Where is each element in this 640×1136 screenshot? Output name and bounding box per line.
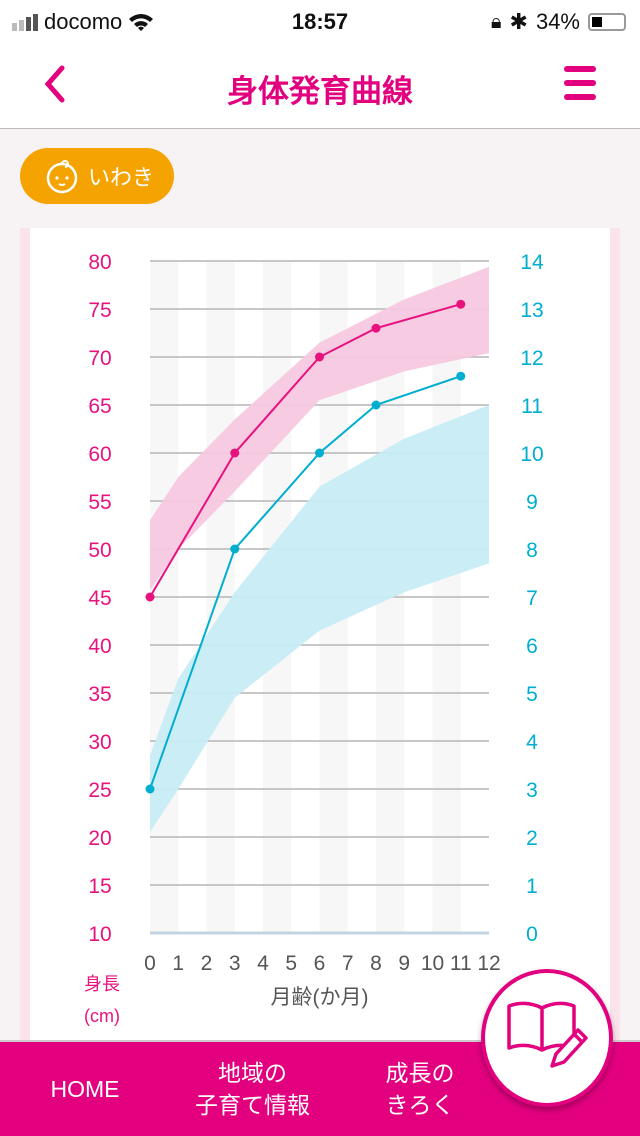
- nav-record-label: 成長の きろく: [385, 1060, 455, 1118]
- battery-percent: 34%: [535, 9, 580, 34]
- y-right-tick: 5: [526, 683, 538, 706]
- y-right-tick: 1: [526, 875, 538, 898]
- y-left-tick: 70: [88, 347, 111, 370]
- y-left-tick: 30: [88, 731, 111, 754]
- x-tick: 12: [477, 952, 500, 975]
- y-right-tick: 11: [521, 395, 543, 418]
- y-left-tick: 10: [88, 923, 111, 946]
- y-right-tick: 0: [526, 923, 538, 946]
- y-right-tick: 7: [526, 587, 538, 610]
- child-name: いわき: [88, 165, 155, 190]
- growth-chart-card: 10 15 20 25 30 35 40 45 50 55 60 65 70 75 80 0 1 2 3 4 5 6 7 8 9…: [20, 228, 620, 1058]
- wifi-icon: [129, 14, 154, 31]
- carrier: docomo: [44, 9, 123, 34]
- y-right-tick: 12: [520, 347, 543, 370]
- y-right-tick: 6: [526, 635, 538, 658]
- y-left-tick: 20: [88, 827, 111, 850]
- nav-home-label: HOME: [50, 1076, 120, 1102]
- x-tick: 10: [421, 952, 444, 975]
- y-left-tick: 50: [88, 539, 111, 562]
- x-tick: 5: [285, 952, 297, 975]
- y-left-unit: (cm): [84, 1006, 120, 1026]
- y-left-tick: 40: [88, 635, 111, 658]
- baby-face-icon: [46, 160, 78, 194]
- height-point: [145, 592, 155, 602]
- nav-home[interactable]: HOME: [20, 1042, 150, 1136]
- y-right-tick: 14: [520, 251, 544, 274]
- y-left-tick: 80: [88, 251, 111, 274]
- signal-icon: [12, 13, 38, 31]
- x-tick: 3: [229, 952, 241, 975]
- x-tick: 2: [201, 952, 213, 975]
- y-right-tick: 13: [520, 299, 543, 322]
- height-point: [315, 352, 324, 362]
- nav-growth-record[interactable]: 成長の きろく: [360, 1042, 480, 1136]
- weight-point: [230, 544, 240, 554]
- bluetooth-icon: ✱: [509, 9, 528, 34]
- y-left-label: 身長: [84, 974, 120, 994]
- y-left-tick: 60: [88, 443, 111, 466]
- x-tick: 4: [257, 952, 269, 975]
- y-right-tick: 9: [526, 491, 538, 514]
- height-range-band: [150, 266, 489, 591]
- height-point: [371, 323, 381, 333]
- weight-range-band: [150, 405, 489, 833]
- height-point: [230, 448, 240, 458]
- y-right-tick: 10: [520, 443, 543, 466]
- y-right-tick: 4: [526, 731, 538, 754]
- x-tick: 1: [172, 952, 184, 975]
- x-tick: 8: [370, 952, 382, 975]
- y-left-tick: 25: [88, 779, 111, 802]
- weight-point: [456, 371, 466, 381]
- record-entry-button[interactable]: [481, 969, 613, 1107]
- battery-icon: [588, 13, 626, 31]
- growth-chart: 1015202530354045505560657075800123456789…: [84, 251, 544, 1026]
- y-right-tick: 2: [526, 827, 538, 850]
- y-left-tick: 45: [88, 587, 111, 610]
- page-title: 身体発育曲線: [227, 74, 413, 109]
- nav-local-info[interactable]: 地域の 子育て情報: [180, 1042, 325, 1136]
- weight-point: [315, 448, 324, 458]
- x-tick: 0: [144, 952, 156, 975]
- notebook-pencil-icon: [507, 1001, 588, 1068]
- x-tick: 9: [398, 952, 410, 975]
- weight-point: [145, 784, 155, 794]
- x-tick: 7: [342, 952, 354, 975]
- rotation-lock-icon: 🔒︎: [490, 10, 502, 33]
- y-left-tick: 15: [88, 875, 111, 898]
- status-bar: docomo 18:57 🔒︎ ✱ 34%: [0, 0, 640, 44]
- y-left-tick: 35: [88, 683, 111, 706]
- y-left-tick: 55: [88, 491, 111, 514]
- y-left-tick: 75: [88, 299, 111, 322]
- y-left-tick: 65: [88, 395, 111, 418]
- y-right-tick: 8: [526, 539, 538, 562]
- x-axis-label: 月齢(か月): [271, 986, 369, 1009]
- app-header: 身体発育曲線: [0, 44, 640, 129]
- menu-button[interactable]: [564, 66, 596, 100]
- nav-local-label: 地域の 子育て情報: [195, 1060, 310, 1118]
- height-point: [456, 299, 466, 309]
- y-right-tick: 3: [526, 779, 538, 802]
- child-selector[interactable]: いわき: [20, 148, 174, 204]
- x-tick: 11: [450, 952, 472, 975]
- weight-point: [371, 400, 381, 410]
- x-tick: 6: [314, 952, 326, 975]
- back-button[interactable]: [36, 64, 76, 104]
